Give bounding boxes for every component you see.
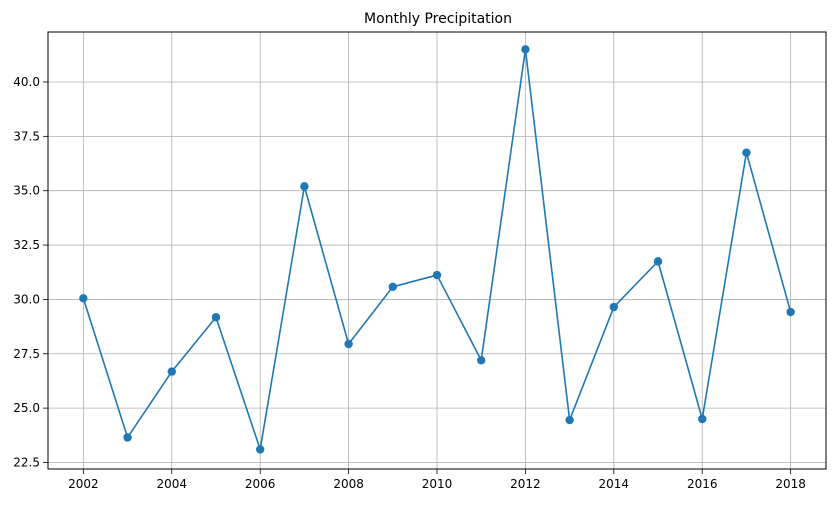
data-point bbox=[344, 339, 353, 349]
data-point bbox=[123, 433, 132, 442]
data-point bbox=[388, 282, 397, 292]
y-tick-label: 27.5 bbox=[13, 347, 40, 361]
data-point bbox=[786, 307, 795, 317]
data-point bbox=[653, 257, 663, 266]
data-point bbox=[698, 414, 707, 424]
chart-title: Monthly Precipitation bbox=[364, 11, 512, 27]
data-point bbox=[211, 313, 221, 322]
data-point bbox=[742, 148, 751, 157]
series-layer bbox=[79, 45, 795, 454]
x-tick-label: 2014 bbox=[599, 477, 630, 491]
data-point bbox=[255, 445, 265, 454]
y-tick-label: 35.0 bbox=[13, 184, 40, 198]
x-tick-label: 2012 bbox=[510, 477, 541, 491]
x-tick-label: 2018 bbox=[775, 477, 806, 491]
data-point bbox=[609, 302, 619, 312]
data-point bbox=[521, 45, 530, 54]
x-tick-label: 2006 bbox=[245, 477, 276, 491]
y-tick-label: 40.0 bbox=[13, 75, 40, 89]
x-tick-label: 2016 bbox=[687, 477, 718, 491]
y-tick-label: 22.5 bbox=[13, 455, 40, 469]
data-point bbox=[167, 367, 176, 376]
x-tick-label: 2008 bbox=[333, 477, 364, 491]
y-tick-label: 32.5 bbox=[13, 238, 40, 252]
data-point bbox=[477, 356, 486, 365]
axis-ticks: 2002 2004 2006 2008 2010 2012 2014 2016 2018 22.5… bbox=[13, 75, 806, 491]
y-tick-label: 25.0 bbox=[13, 401, 40, 415]
y-tick-label: 37.5 bbox=[13, 129, 40, 143]
x-tick-label: 2002 bbox=[68, 477, 99, 491]
data-point bbox=[432, 270, 442, 280]
data-point bbox=[79, 294, 88, 303]
data-point bbox=[565, 415, 574, 425]
grid bbox=[48, 32, 826, 469]
x-tick-label: 2004 bbox=[156, 477, 187, 491]
data-point bbox=[300, 182, 309, 191]
x-tick-label: 2010 bbox=[422, 477, 453, 491]
y-tick-label: 30.0 bbox=[13, 292, 40, 306]
